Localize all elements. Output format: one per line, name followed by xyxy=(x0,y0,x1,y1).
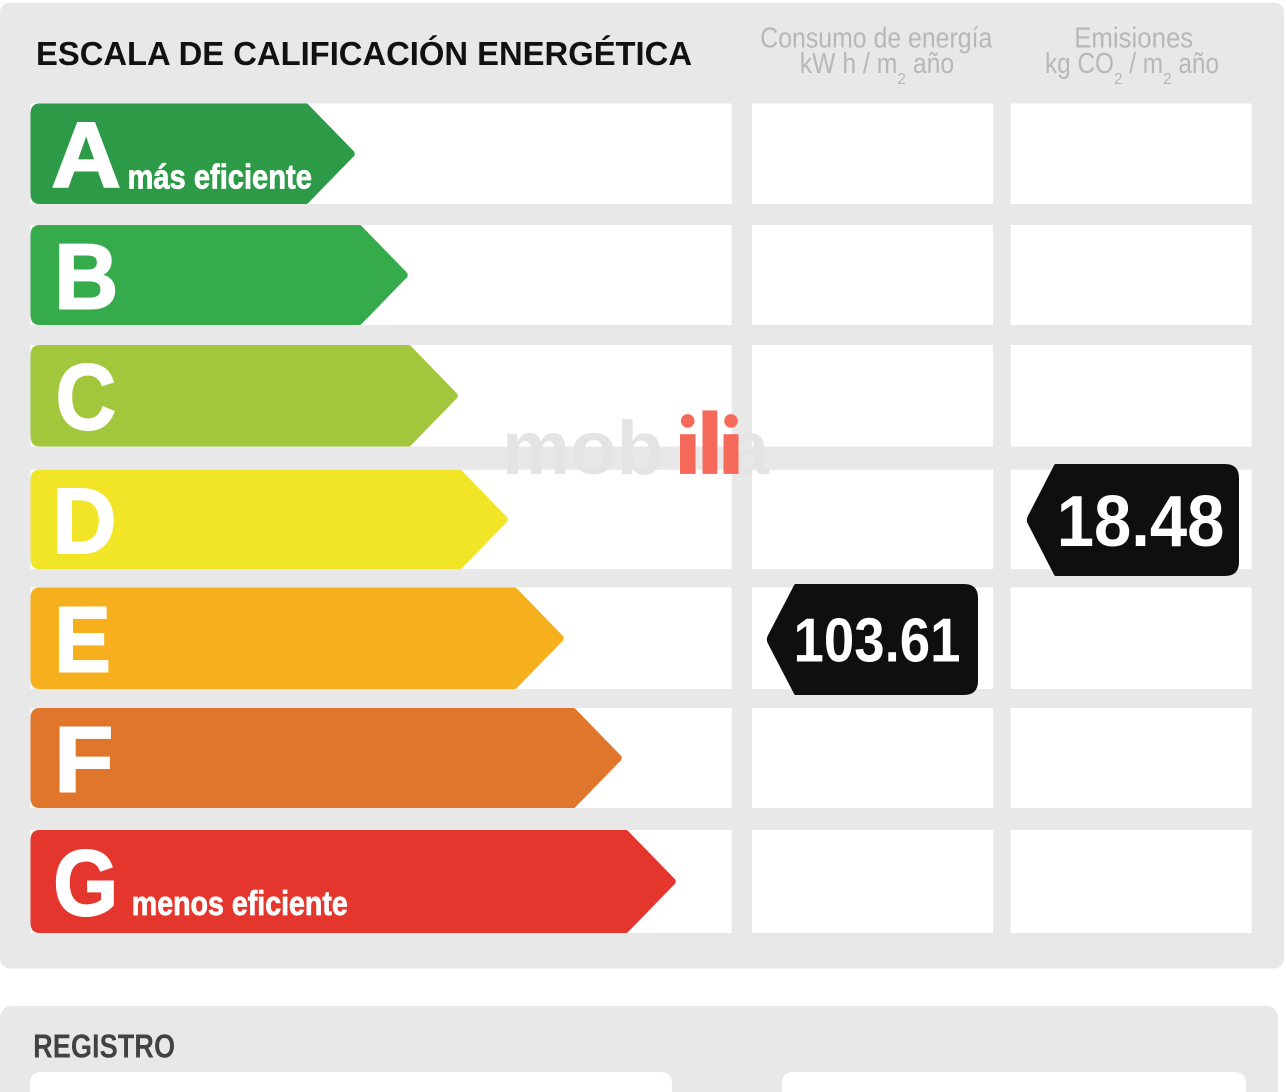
svg-text:menos eficiente: menos eficiente xyxy=(132,885,348,923)
svg-text:G: G xyxy=(53,831,118,935)
svg-text:2: 2 xyxy=(1163,71,1172,88)
svg-text:B: B xyxy=(54,224,118,328)
svg-text:F: F xyxy=(54,707,113,811)
svg-text:Emisiones: Emisiones xyxy=(1074,23,1193,55)
svg-text:Consumo de energía: Consumo de energía xyxy=(760,23,992,55)
svg-text:más eficiente: más eficiente xyxy=(128,158,312,196)
svg-text:mob: mob xyxy=(502,406,663,491)
svg-text:2: 2 xyxy=(1114,71,1123,88)
svg-text:REGISTRO: REGISTRO xyxy=(33,1027,175,1064)
svg-text:103.61: 103.61 xyxy=(794,607,961,676)
svg-text:año: año xyxy=(1172,48,1219,80)
svg-text:C: C xyxy=(56,345,116,449)
svg-text:año: año xyxy=(906,48,954,80)
svg-text:E: E xyxy=(54,588,111,692)
svg-text:2: 2 xyxy=(897,71,906,88)
svg-text:A: A xyxy=(51,103,121,207)
svg-text:D: D xyxy=(52,469,116,573)
svg-text:kg CO: kg CO xyxy=(1045,48,1114,80)
svg-text:kW h / m: kW h / m xyxy=(800,48,898,80)
svg-text:/ m: / m xyxy=(1123,48,1164,80)
svg-text:ESCALA DE CALIFICACIÓN ENERGÉT: ESCALA DE CALIFICACIÓN ENERGÉTICA xyxy=(36,35,692,73)
svg-text:18.48: 18.48 xyxy=(1057,481,1225,562)
